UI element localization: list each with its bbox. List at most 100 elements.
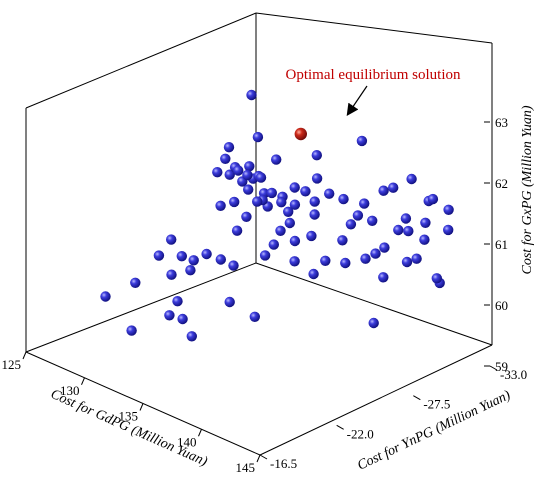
data-point [337,235,348,246]
highlight-annotation-label: Optimal equilibrium solution [286,67,461,83]
data-point [276,197,287,208]
data-point [401,256,413,268]
data-point [176,251,187,262]
data-point [289,235,301,247]
data-point [311,150,322,161]
data-point [284,217,295,229]
x-tick-mark [139,403,144,411]
data-point [420,217,431,228]
data-point [338,193,349,205]
data-point [378,185,389,196]
box-edge-top-left [25,12,257,109]
data-point [153,250,165,261]
data-point [309,196,320,207]
data-point [244,161,255,172]
z-tick-label: 63 [495,115,508,130]
y-tick-label: -22.0 [347,426,374,441]
data-point [368,317,379,329]
y-tick-mark [413,395,421,401]
data-point [164,310,175,321]
data-point [172,296,183,307]
data-point [431,273,442,284]
data-point [228,260,239,271]
data-point [259,250,271,261]
y-tick-mark [489,365,498,371]
data-point [246,89,257,101]
data-point [352,210,364,221]
data-point [271,154,282,165]
data-point [242,169,253,181]
y-tick-label: -16.5 [270,456,297,471]
data-point [283,206,294,217]
data-point [268,239,279,250]
z-axis-title: Cost for GxPG (Million Yuan) [520,105,535,274]
data-point [186,331,197,342]
data-point [201,248,212,260]
x-tick-mark [256,454,261,463]
x-tick-label: 125 [2,357,22,372]
x-tick-label: 145 [236,460,256,475]
data-point [419,234,430,245]
data-point [224,169,235,180]
data-point [378,272,389,283]
data-point [224,296,235,308]
data-point [220,153,231,164]
data-point [403,225,414,237]
data-point [370,248,381,259]
data-point [360,253,371,264]
data-point [177,313,188,325]
data-point [289,199,301,210]
data-point [400,213,412,224]
data-point [320,255,331,266]
data-point [252,131,264,143]
z-tick-label: 60 [495,298,508,313]
data-point [249,311,260,322]
data-point [427,193,439,205]
data-point [275,225,286,236]
data-point [324,188,335,199]
data-point [241,211,252,222]
data-point [306,230,317,242]
data-point [345,219,357,230]
data-point [243,184,254,195]
x-tick-mark [22,351,27,360]
data-point [393,224,404,236]
y-tick-mark [259,454,268,460]
data-point [289,256,300,267]
x-tick-mark [198,429,202,437]
data-point [215,254,226,265]
data-point [185,265,196,276]
axis-ticks: 125 130 135 140 145 -16.5 -22.0 -27.5 -33.059 60 6… [2,115,528,475]
data-point [215,200,226,211]
x-tick-label: 130 [60,383,80,398]
data-point [223,142,235,153]
z-tick-label: 59 [495,359,508,374]
data-point [309,209,320,220]
data-point [130,277,141,288]
y-tick-mark [336,424,344,430]
data-point [166,269,177,280]
y-tick-label: -27.5 [423,397,450,412]
data-point [340,257,351,269]
z-tick-label: 61 [495,237,508,252]
box-edge-floor-front-right [259,344,493,456]
data-point [126,325,137,336]
z-tick-label: 62 [495,176,508,191]
data-point [166,234,177,245]
box-edge-floor-back-left [25,262,257,353]
data-points [100,89,454,342]
highlight-annotation-arrow [346,85,368,116]
data-point [411,253,422,264]
data-point [212,167,223,178]
data-point [229,196,240,208]
data-point [388,182,399,193]
box-edge-top-right [255,12,493,44]
data-point [356,135,368,147]
data-point [252,196,263,207]
x-tick-mark [81,377,85,385]
data-point [188,255,199,266]
data-point [311,173,323,184]
axis-box [25,12,493,456]
data-point [406,173,417,185]
